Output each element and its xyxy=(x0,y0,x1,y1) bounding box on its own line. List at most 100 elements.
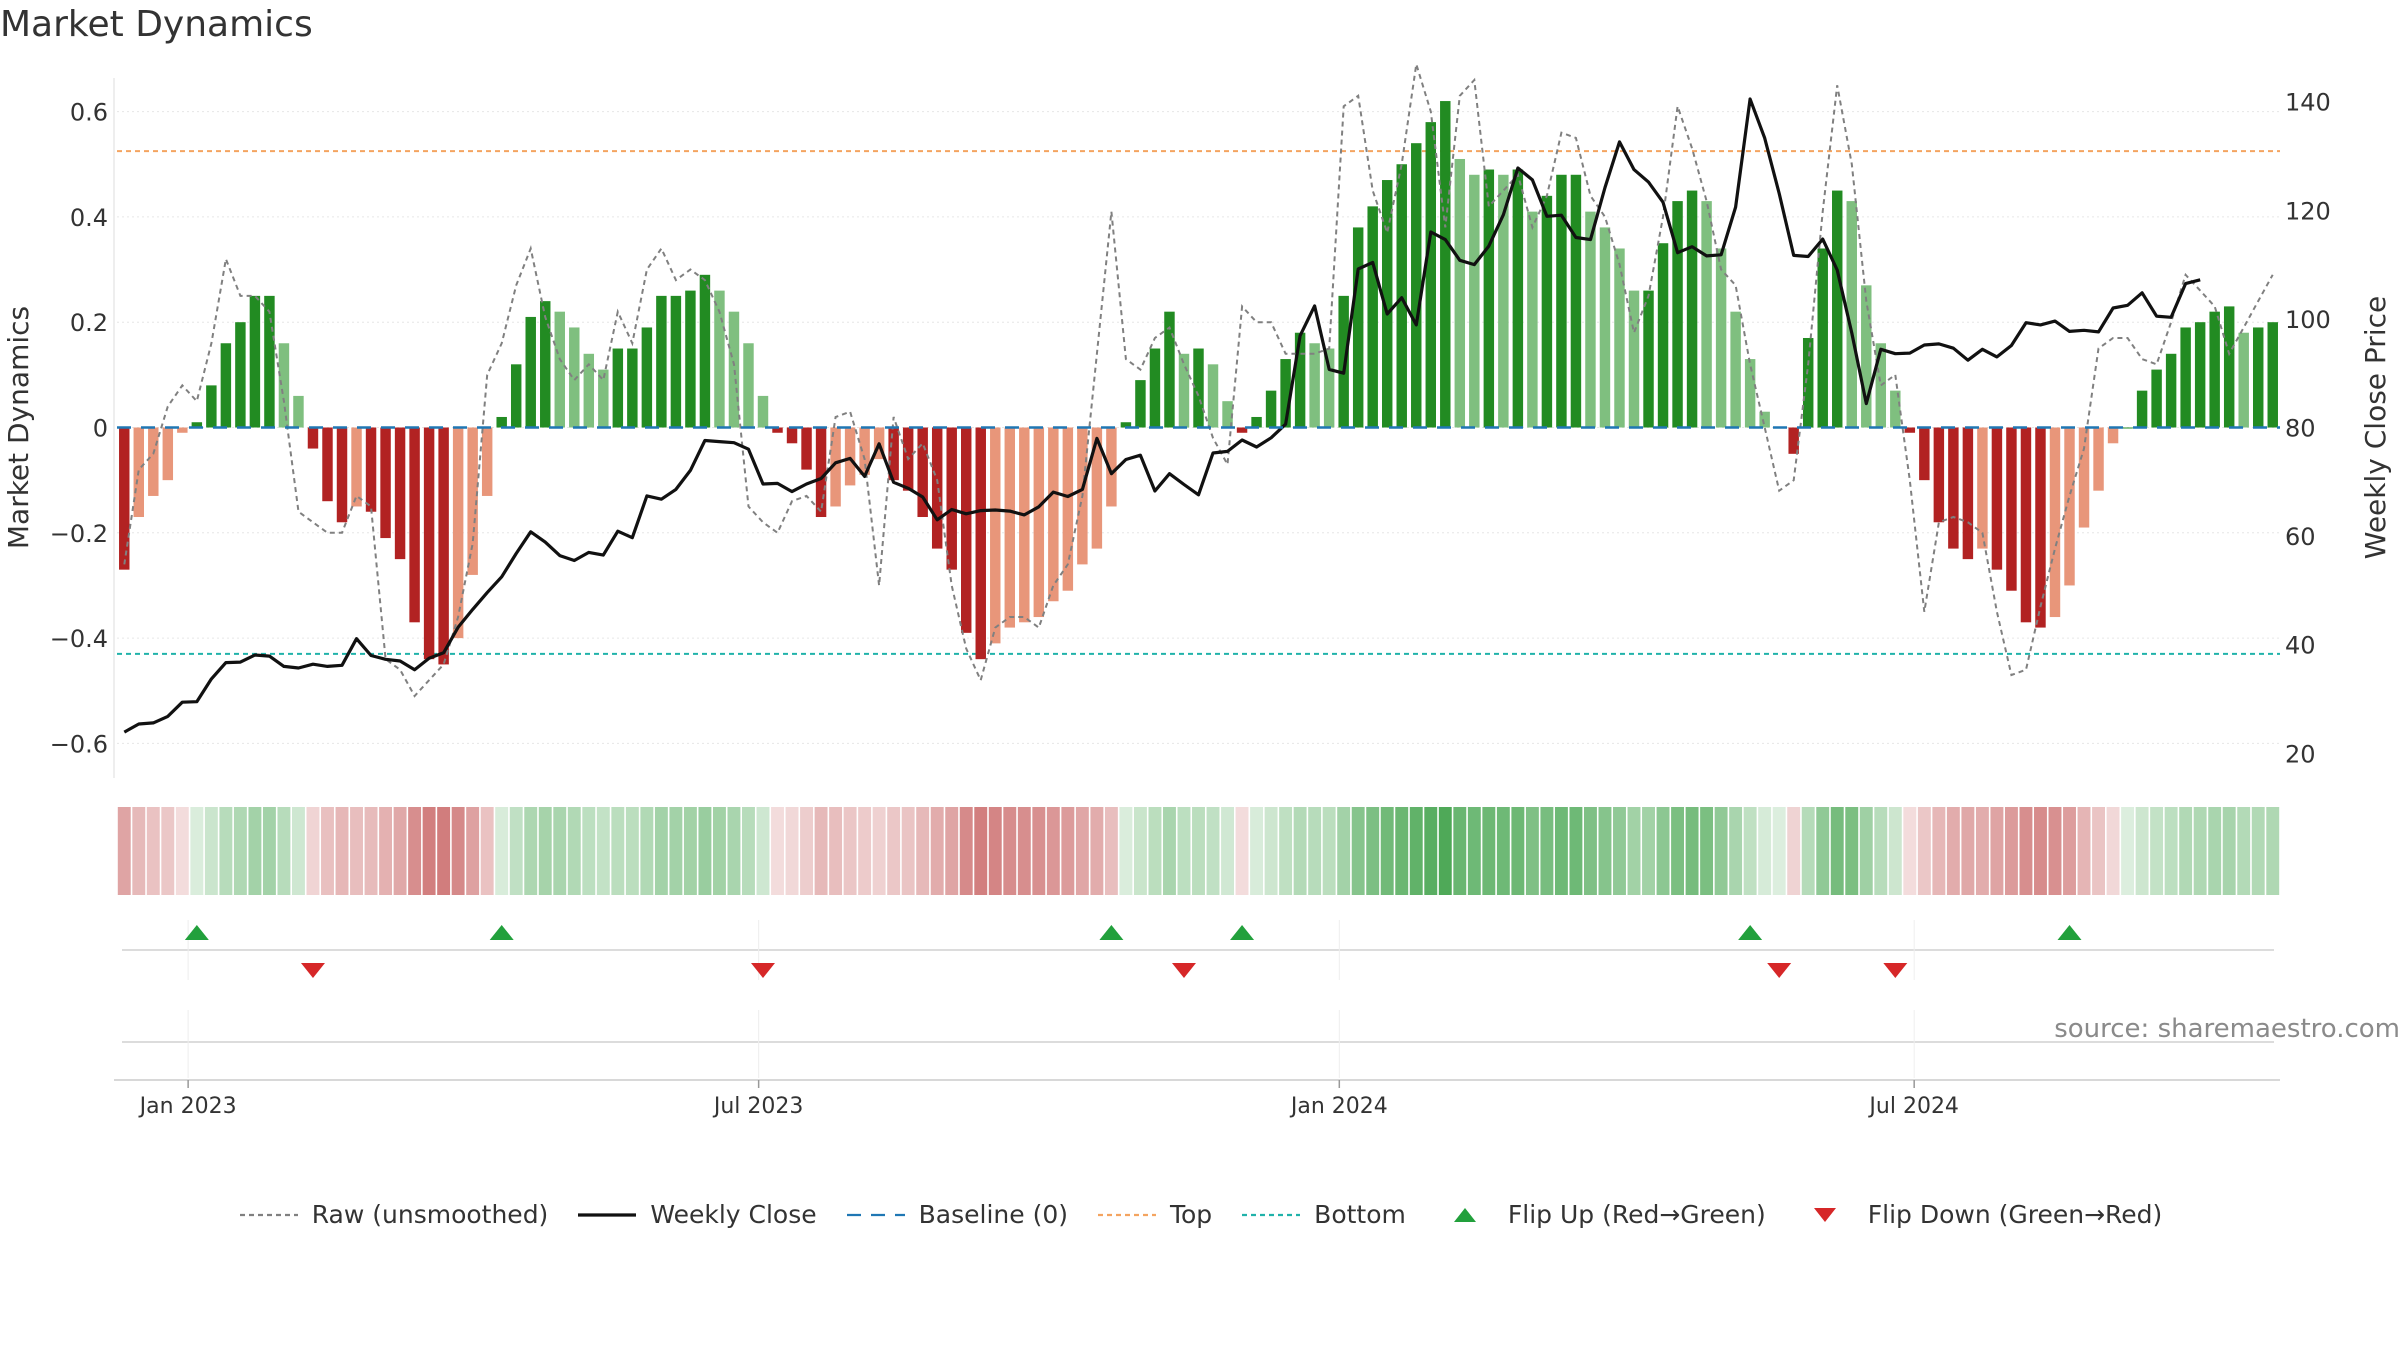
dynamics-bar xyxy=(2107,427,2119,444)
flip-down-marker xyxy=(750,963,775,978)
heat-cell xyxy=(161,807,175,895)
legend-item-top: Top xyxy=(1096,1200,1212,1229)
heat-cell xyxy=(1540,807,1554,895)
heat-cell xyxy=(1700,807,1714,895)
heat-cell xyxy=(611,807,625,895)
heat-cell xyxy=(1264,807,1278,895)
y-tick-label: −0.4 xyxy=(50,625,108,653)
heat-cell xyxy=(1351,807,1365,895)
heat-cell xyxy=(1714,807,1728,895)
heat-cell xyxy=(2048,807,2062,895)
heat-cell xyxy=(2092,807,2105,895)
dynamics-bar xyxy=(394,427,406,560)
raw-line xyxy=(123,63,2274,698)
legend-symbol-top xyxy=(1097,1213,1156,1216)
weekly-close-line xyxy=(123,97,2201,734)
dynamics-bar xyxy=(2223,306,2235,428)
heat-cell xyxy=(1250,807,1264,895)
heat-cell xyxy=(858,807,872,895)
dynamics-bar xyxy=(1788,427,1799,454)
dynamics-bar xyxy=(1265,390,1277,428)
heat-cell xyxy=(2251,807,2265,895)
legend: Raw (unsmoothed) Weekly Close Baseline (0)… xyxy=(0,1200,2400,1229)
dynamics-bar xyxy=(2252,327,2264,428)
heat-cell xyxy=(480,807,494,895)
legend-item-raw: Raw (unsmoothed) xyxy=(238,1200,548,1229)
heat-cell xyxy=(2266,807,2280,895)
dynamics-bar xyxy=(1556,174,1567,428)
y-tick-label: −0.6 xyxy=(50,730,108,758)
heat-cell xyxy=(1032,807,1046,895)
dynamics-bar xyxy=(1164,311,1175,428)
heat-cell xyxy=(771,807,784,895)
dynamics-bar xyxy=(1991,427,2003,570)
dynamics-bar xyxy=(1962,427,1974,560)
heat-cell xyxy=(1801,807,1815,895)
dynamics-bar xyxy=(1106,427,1117,507)
dynamics-bar xyxy=(743,343,754,428)
dynamics-bar xyxy=(2209,311,2220,428)
heat-cell xyxy=(930,807,944,895)
dynamics-bar xyxy=(801,427,812,470)
heat-cell xyxy=(306,807,320,895)
heat-cell xyxy=(1758,807,1772,895)
dynamics-bar xyxy=(1019,427,1030,623)
heat-cell xyxy=(669,807,683,895)
dynamics-bar xyxy=(177,427,188,433)
heat-cell xyxy=(2208,807,2222,895)
x-tick-label: Jan 2024 xyxy=(1289,1094,1388,1119)
flip-markers xyxy=(122,920,2274,1078)
heat-cell xyxy=(887,807,901,895)
dynamics-bar xyxy=(1135,380,1146,428)
dynamics-bar xyxy=(1207,364,1219,428)
dynamics-bar xyxy=(1541,195,1553,428)
dynamics-bar xyxy=(1599,227,1611,428)
dynamics-bar xyxy=(1643,290,1654,428)
dynamics-bar xyxy=(307,427,319,449)
heat-cell xyxy=(945,807,959,895)
raw-series xyxy=(123,63,2274,698)
heat-cell xyxy=(2237,807,2251,895)
heat-cell xyxy=(1235,807,1249,895)
legend-symbol-flip_down xyxy=(1813,1207,1836,1222)
x-tick-label: Jul 2024 xyxy=(1867,1094,1959,1119)
legend-symbol-baseline xyxy=(846,1213,905,1216)
dynamics-bar xyxy=(235,322,246,428)
dynamics-bar xyxy=(2165,353,2177,428)
heat-cell xyxy=(146,807,160,895)
heat-cell xyxy=(1119,807,1133,895)
heat-cell xyxy=(393,807,407,895)
heat-cell xyxy=(785,807,799,895)
heat-cell xyxy=(1583,807,1597,895)
legend-item-bottom: Bottom xyxy=(1240,1200,1406,1229)
heat-cell xyxy=(524,807,538,895)
heat-cell xyxy=(1671,807,1685,895)
dynamics-bar xyxy=(467,427,478,575)
dynamics-bar xyxy=(1730,311,1741,428)
heat-cell xyxy=(1830,807,1844,895)
dynamics-bar xyxy=(1802,337,1814,428)
legend-item-flip_up: Flip Up (Red→Green) xyxy=(1434,1200,1766,1229)
dynamics-bar xyxy=(1483,169,1495,428)
heat-cell xyxy=(2150,807,2164,895)
dynamics-bar xyxy=(1352,227,1364,428)
dynamics-bar xyxy=(191,422,203,428)
dynamics-bar xyxy=(1498,174,1509,428)
dynamics-bar xyxy=(264,295,275,428)
y2-tick-label: 100 xyxy=(2285,306,2331,334)
heat-cell xyxy=(1903,807,1917,895)
heat-cell xyxy=(1061,807,1075,895)
reference-lines xyxy=(117,150,2280,655)
dynamics-bar xyxy=(2238,332,2249,428)
dynamics-bar xyxy=(1236,427,1248,433)
dynamics-bar xyxy=(119,427,130,570)
dynamics-bar xyxy=(1309,343,1320,428)
heat-cell xyxy=(1975,807,1989,895)
dynamics-bar xyxy=(1396,164,1407,428)
heat-cell xyxy=(1221,807,1234,895)
heat-cell xyxy=(1743,807,1757,895)
y-tick-label: 0 xyxy=(93,415,108,443)
dynamics-bar xyxy=(859,427,870,475)
dynamics-bar xyxy=(1280,359,1291,428)
